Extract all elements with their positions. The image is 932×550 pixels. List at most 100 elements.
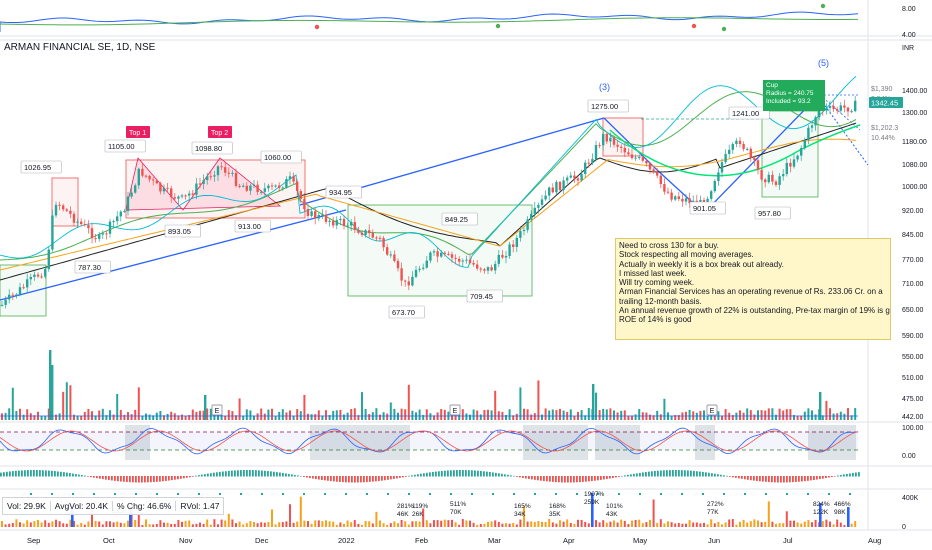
candle-body	[198, 183, 202, 185]
histogram-bar	[840, 474, 842, 477]
histogram-bar	[621, 475, 623, 477]
histogram-bar	[45, 470, 47, 477]
volume-annotation: 122K	[813, 509, 829, 516]
volume-bar	[843, 413, 846, 420]
signal-marker	[93, 493, 95, 495]
histogram-bar	[126, 476, 128, 483]
histogram-bar	[594, 476, 596, 481]
lower-volume-bar	[105, 521, 108, 527]
volume-bar	[69, 385, 72, 420]
lower-volume-bar	[353, 520, 356, 527]
lower-volume-bar	[796, 522, 799, 527]
measure-value: $1,390	[871, 86, 893, 93]
candle-body	[62, 205, 65, 210]
volume-bar	[184, 415, 187, 420]
price-label-box	[441, 212, 478, 226]
lower-volume-bar	[101, 524, 104, 527]
histogram-bar	[114, 476, 116, 481]
histogram-bar	[48, 470, 50, 477]
volume-bar	[451, 411, 453, 420]
volume-bar	[274, 415, 277, 420]
candle-body	[753, 157, 756, 161]
lower-volume-bar	[739, 521, 741, 527]
volume-bar	[479, 414, 482, 420]
volume-bar	[760, 410, 763, 420]
chg-value: % Chg: 46.6%	[113, 501, 177, 511]
lower-volume-bar	[526, 521, 529, 527]
lower-volume-bar	[767, 501, 770, 527]
price-axis-tick: 475.00	[902, 396, 924, 403]
candle-body	[310, 211, 313, 216]
osc-axis-tick: 100.00	[902, 425, 924, 432]
time-axis-tick: Feb	[415, 536, 428, 545]
candle-body	[674, 196, 677, 200]
candle-body	[159, 183, 162, 192]
price-label-box	[466, 289, 503, 303]
candle-body	[83, 224, 86, 226]
lower-volume-bar	[785, 511, 788, 527]
volume-annotation: 46K	[397, 511, 409, 518]
signal-marker	[387, 493, 389, 495]
signal-marker	[429, 493, 431, 495]
measure-pct: 10.44%	[871, 135, 895, 142]
volume-bar	[418, 409, 421, 420]
signal-marker	[450, 493, 452, 495]
price-label: 673.70	[392, 308, 415, 317]
candle-body	[346, 225, 349, 227]
histogram-bar	[252, 470, 254, 477]
histogram-bar	[837, 475, 839, 477]
volume-bar	[785, 409, 788, 420]
candle-body	[166, 187, 169, 189]
histogram-bar	[324, 476, 326, 481]
volume-bar	[562, 410, 565, 420]
volume-bar	[587, 408, 590, 420]
signal-marker	[198, 493, 200, 495]
histogram-bar	[291, 474, 293, 477]
histogram-bar	[687, 470, 689, 477]
histogram-bar	[102, 476, 104, 480]
histogram-bar	[195, 475, 197, 477]
volume-bar	[134, 409, 137, 420]
signal-marker	[639, 493, 641, 495]
candle-body	[839, 105, 842, 111]
lower-volume-bar	[443, 519, 446, 527]
lower-volume-bar	[609, 521, 612, 527]
price-label: 1241.00	[732, 109, 759, 118]
lower-volume-bar	[825, 519, 828, 527]
oscillator-band	[0, 432, 858, 450]
candle-body	[299, 191, 302, 199]
volume-bar	[375, 408, 378, 420]
candle-body	[360, 232, 364, 235]
candle-body	[461, 260, 464, 262]
lower-volume-bar	[627, 524, 630, 527]
lower-volume-bar	[191, 524, 194, 527]
signal-marker	[303, 493, 305, 495]
signal-marker	[408, 493, 410, 495]
candle-body	[314, 211, 317, 219]
lower-volume-bar	[623, 520, 626, 527]
histogram-bar	[120, 476, 122, 482]
histogram-bar	[669, 470, 671, 477]
candle-body	[508, 244, 511, 256]
candle-body	[504, 255, 508, 258]
candle-body	[591, 159, 594, 163]
volume-bar	[173, 413, 176, 420]
lower-volume-bar	[47, 522, 50, 527]
histogram-bar	[441, 470, 443, 477]
candle-body	[634, 157, 637, 159]
histogram-bar	[573, 476, 575, 483]
histogram-bar	[339, 476, 341, 482]
candle-body	[101, 233, 104, 235]
candle-body	[213, 175, 216, 177]
volume-bar	[73, 414, 75, 420]
histogram-bar	[675, 470, 677, 477]
lower-volume-bar	[433, 520, 435, 527]
lower-volume-bar	[141, 524, 144, 527]
lower-volume-bar	[249, 521, 252, 527]
time-axis-tick: Aug	[868, 536, 881, 545]
volume-bar	[659, 414, 662, 420]
histogram-bar	[696, 471, 698, 477]
lower-volume-bar	[490, 521, 493, 527]
volume-bar	[753, 414, 756, 420]
